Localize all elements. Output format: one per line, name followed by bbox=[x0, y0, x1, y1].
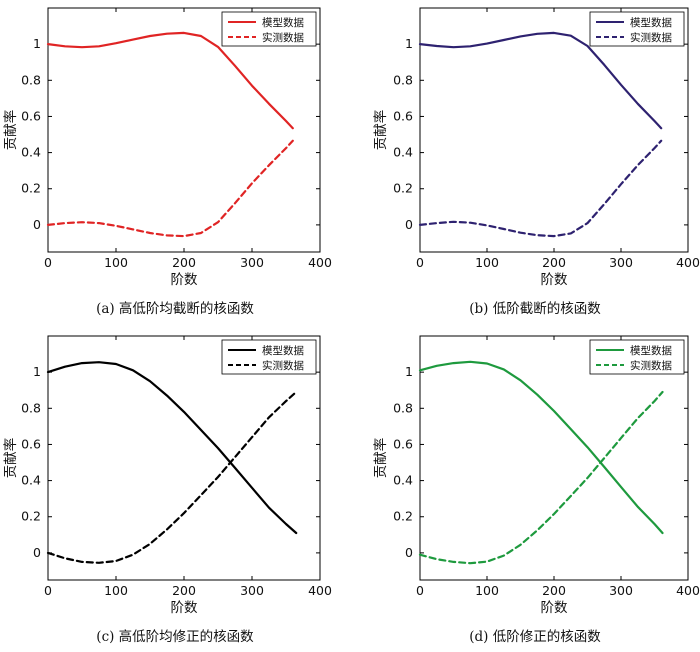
y-axis-label: 贡献率 bbox=[2, 110, 19, 151]
series-line-model bbox=[418, 31, 663, 130]
x-tick-label: 400 bbox=[308, 583, 332, 598]
y-tick-label: 0.6 bbox=[21, 436, 41, 451]
x-tick-label: 300 bbox=[609, 255, 633, 270]
y-tick-label: 0.4 bbox=[393, 145, 413, 160]
y-tick-label: 0 bbox=[405, 217, 413, 232]
series-line-model bbox=[46, 31, 294, 130]
y-tick-label: 0.4 bbox=[393, 473, 413, 488]
x-tick-label: 100 bbox=[475, 583, 499, 598]
y-tick-label: 0.2 bbox=[21, 509, 41, 524]
y-tick-label: 0.8 bbox=[21, 72, 41, 87]
x-tick-label: 300 bbox=[609, 583, 633, 598]
chart-caption: (b) 低阶截断的核函数 bbox=[469, 301, 601, 317]
series-line-measured bbox=[418, 139, 663, 238]
y-tick-label: 1 bbox=[33, 36, 41, 51]
x-tick-label: 300 bbox=[240, 583, 264, 598]
chart-panel-a: 0 100 200 300 400 0 0.2 0.4 0.6 0.8 1 阶数 贡献率 模型数据实测数据… bbox=[0, 0, 350, 324]
chart-caption: (a) 高低阶均截断的核函数 bbox=[96, 301, 254, 317]
legend-label: 实测数据 bbox=[262, 31, 304, 44]
legend-label: 模型数据 bbox=[630, 16, 672, 29]
x-tick-label: 100 bbox=[475, 255, 499, 270]
y-tick-label: 0.8 bbox=[21, 400, 41, 415]
legend-box bbox=[589, 339, 685, 375]
series-line-model bbox=[46, 361, 298, 535]
x-axis-label: 阶数 bbox=[541, 272, 569, 288]
legend-label: 实测数据 bbox=[262, 359, 304, 372]
y-tick-label: 0.4 bbox=[21, 145, 41, 160]
legend-box bbox=[589, 11, 685, 47]
x-axis-label: 阶数 bbox=[171, 600, 198, 616]
y-tick-label: 0.6 bbox=[21, 108, 41, 123]
x-axis-label: 阶数 bbox=[171, 272, 198, 288]
x-axis-label: 阶数 bbox=[541, 600, 569, 616]
y-axis-label: 贡献率 bbox=[372, 438, 389, 479]
series-line-measured bbox=[46, 139, 294, 238]
legend-label: 实测数据 bbox=[630, 359, 672, 372]
x-tick-label: 0 bbox=[44, 583, 52, 598]
y-tick-label: 1 bbox=[33, 364, 41, 379]
x-tick-label: 300 bbox=[240, 255, 264, 270]
series-line-measured bbox=[46, 390, 298, 564]
x-tick-label: 100 bbox=[104, 255, 128, 270]
y-tick-label: 0.6 bbox=[393, 436, 413, 451]
legend-box bbox=[221, 339, 317, 375]
chart-panel-b: 0 100 200 300 400 0 0.2 0.4 0.6 0.8 1 阶数 贡献率 模型数据实测数据… bbox=[370, 0, 700, 324]
y-tick-label: 0 bbox=[33, 217, 41, 232]
series-line-measured bbox=[418, 390, 664, 565]
legend-box bbox=[221, 11, 317, 47]
y-tick-label: 0.2 bbox=[393, 181, 413, 196]
series-line-model bbox=[418, 360, 664, 535]
legend-label: 模型数据 bbox=[630, 344, 672, 357]
y-tick-label: 0.8 bbox=[393, 400, 413, 415]
legend-label: 模型数据 bbox=[262, 16, 304, 29]
x-tick-label: 400 bbox=[676, 583, 700, 598]
x-tick-label: 400 bbox=[308, 255, 332, 270]
chart-caption: (d) 低阶修正的核函数 bbox=[469, 629, 601, 645]
y-tick-label: 0.2 bbox=[393, 509, 413, 524]
x-tick-label: 100 bbox=[104, 583, 128, 598]
y-tick-label: 0.2 bbox=[21, 181, 41, 196]
legend-label: 实测数据 bbox=[630, 31, 672, 44]
x-tick-label: 0 bbox=[416, 583, 424, 598]
y-tick-label: 0.8 bbox=[393, 72, 413, 87]
x-tick-label: 200 bbox=[172, 255, 196, 270]
y-tick-label: 0.4 bbox=[21, 473, 41, 488]
x-tick-label: 0 bbox=[416, 255, 424, 270]
y-axis-label: 贡献率 bbox=[2, 438, 19, 479]
x-tick-label: 400 bbox=[676, 255, 700, 270]
y-tick-label: 0 bbox=[405, 545, 413, 560]
x-tick-label: 200 bbox=[542, 583, 566, 598]
y-tick-label: 1 bbox=[405, 364, 413, 379]
chart-panel-c: 0 100 200 300 400 0 0.2 0.4 0.6 0.8 1 阶数 贡献率 模型数据实测数据… bbox=[0, 328, 350, 652]
y-tick-label: 0 bbox=[33, 545, 41, 560]
chart-caption: (c) 高低阶均修正的核函数 bbox=[96, 629, 254, 645]
y-axis-label: 贡献率 bbox=[372, 110, 389, 151]
x-tick-label: 0 bbox=[44, 255, 52, 270]
x-tick-label: 200 bbox=[172, 583, 196, 598]
y-tick-label: 0.6 bbox=[393, 108, 413, 123]
y-tick-label: 1 bbox=[405, 36, 413, 51]
x-tick-label: 200 bbox=[542, 255, 566, 270]
legend-label: 模型数据 bbox=[262, 344, 304, 357]
chart-panel-d: 0 100 200 300 400 0 0.2 0.4 0.6 0.8 1 阶数 贡献率 模型数据实测数据… bbox=[370, 328, 700, 652]
